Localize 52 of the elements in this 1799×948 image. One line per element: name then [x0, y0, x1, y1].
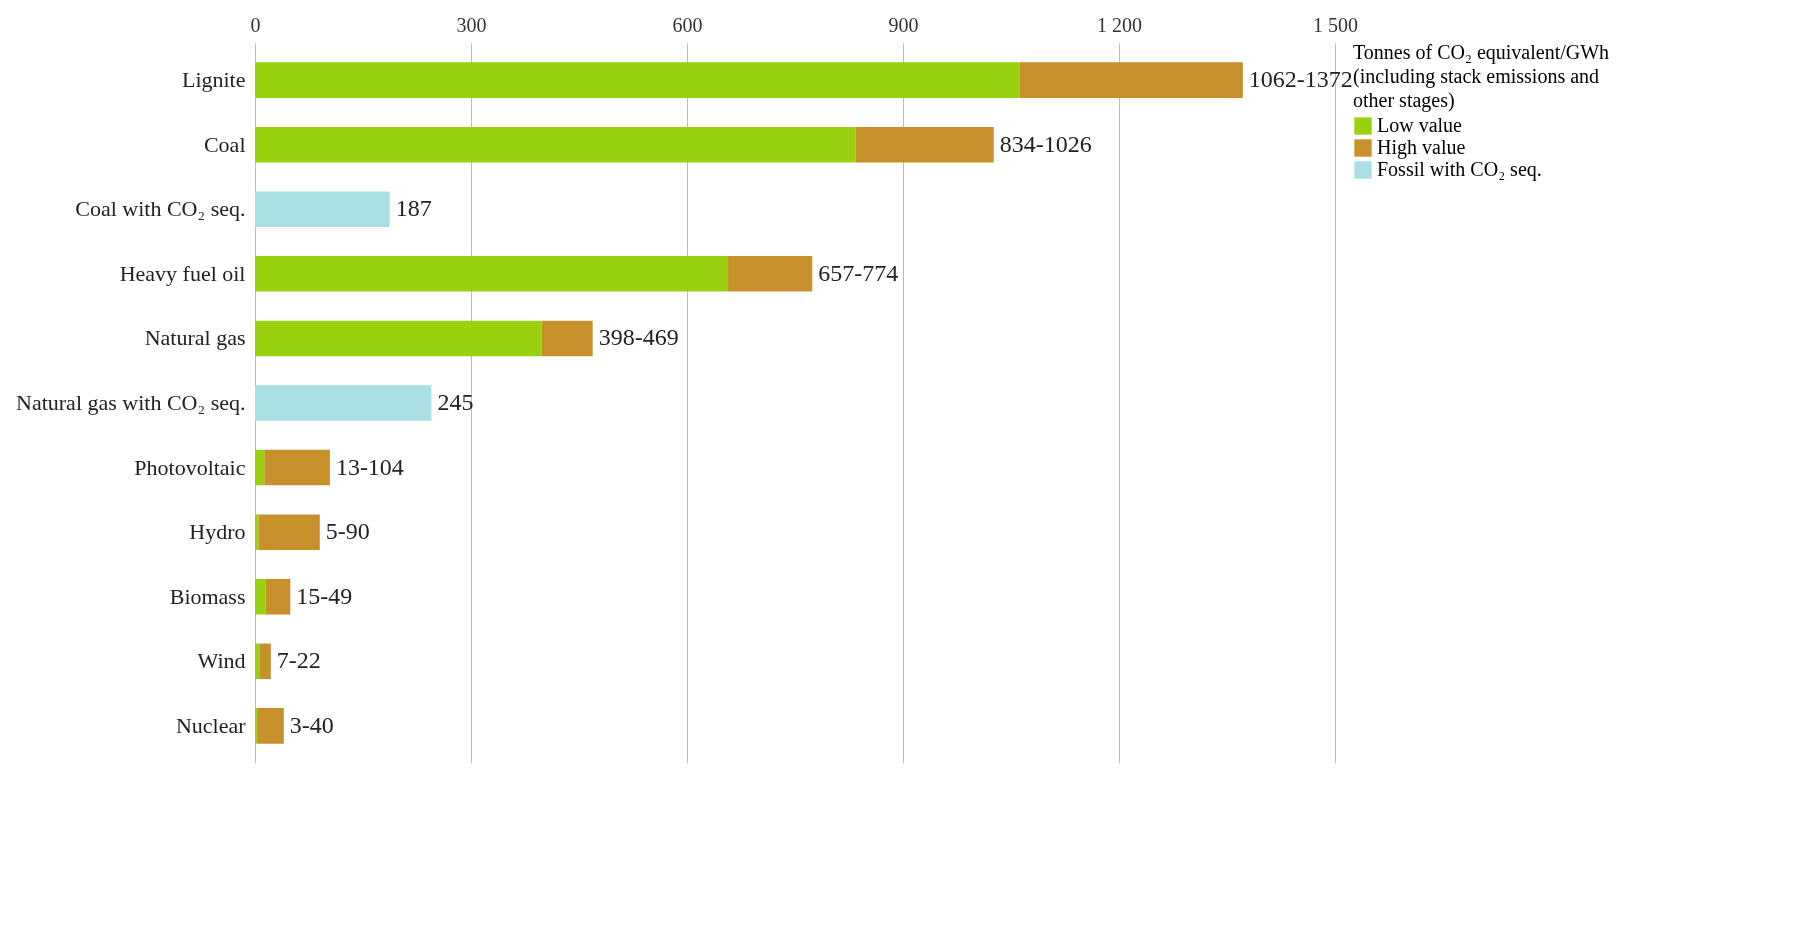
- legend-label: Fossil with CO₂ seq.: [1377, 158, 1542, 181]
- y-tick-label: Biomass: [169, 583, 246, 609]
- y-tick-label: Heavy fuel oil: [119, 260, 246, 286]
- y-tick-label: Coal: [203, 131, 246, 157]
- bar: [255, 578, 266, 615]
- bar: [255, 256, 729, 292]
- data-label: 5-90: [325, 518, 370, 545]
- legend-title: Tonnes of CO₂ equivalent/GWh (including stack emissions and other stages): [1353, 41, 1610, 112]
- x-tick-label: 0: [250, 13, 261, 36]
- bar: [255, 126, 856, 163]
- data-label: 187: [395, 195, 432, 222]
- bar: [255, 449, 265, 486]
- x-tick-label: 600: [672, 13, 703, 36]
- y-tick-label: Natural gas with CO₂ seq.: [16, 390, 246, 415]
- bar: [255, 191, 390, 228]
- data-label: 657-774: [818, 259, 899, 286]
- data-label: 15-49: [296, 582, 353, 609]
- x-tick-label: 1 500: [1313, 13, 1358, 36]
- bar: [1019, 62, 1243, 98]
- data-label: 13-104: [335, 453, 404, 480]
- bar: [258, 514, 320, 550]
- bar: [255, 62, 1020, 98]
- data-label: 3-40: [289, 711, 334, 738]
- x-tick-label: 300: [456, 13, 487, 36]
- data-label: 1062-1372: [1248, 66, 1353, 93]
- y-tick-label: Natural gas: [144, 325, 246, 351]
- bar: [255, 643, 261, 680]
- bar: [264, 449, 330, 486]
- data-label: 398-469: [598, 324, 679, 351]
- y-tick-label: Nuclear: [175, 712, 247, 738]
- data-label: 245: [437, 389, 474, 415]
- y-tick-label: Wind: [197, 648, 246, 674]
- bar: [255, 514, 259, 550]
- bar: [255, 320, 542, 357]
- y-tick-label: Lignite: [181, 67, 246, 93]
- legend-label: High value: [1377, 136, 1466, 159]
- y-tick-label: Hydro: [189, 519, 246, 545]
- data-label: 7-22: [276, 647, 321, 674]
- bar: [265, 578, 291, 615]
- y-tick-label: Photovoltaic: [134, 454, 246, 480]
- data-label: 834-1026: [999, 130, 1092, 157]
- bar: [257, 708, 284, 744]
- legend-label: Low value: [1377, 114, 1463, 136]
- bar: [255, 708, 258, 744]
- y-tick-label: Coal with CO₂ seq.: [75, 196, 246, 222]
- bar: [855, 126, 994, 163]
- x-tick-label: 900: [888, 13, 919, 36]
- bar: [260, 643, 271, 680]
- bar: [728, 256, 813, 292]
- bar: [255, 385, 432, 421]
- bar: [541, 320, 593, 357]
- x-tick-label: 1 200: [1097, 13, 1142, 36]
